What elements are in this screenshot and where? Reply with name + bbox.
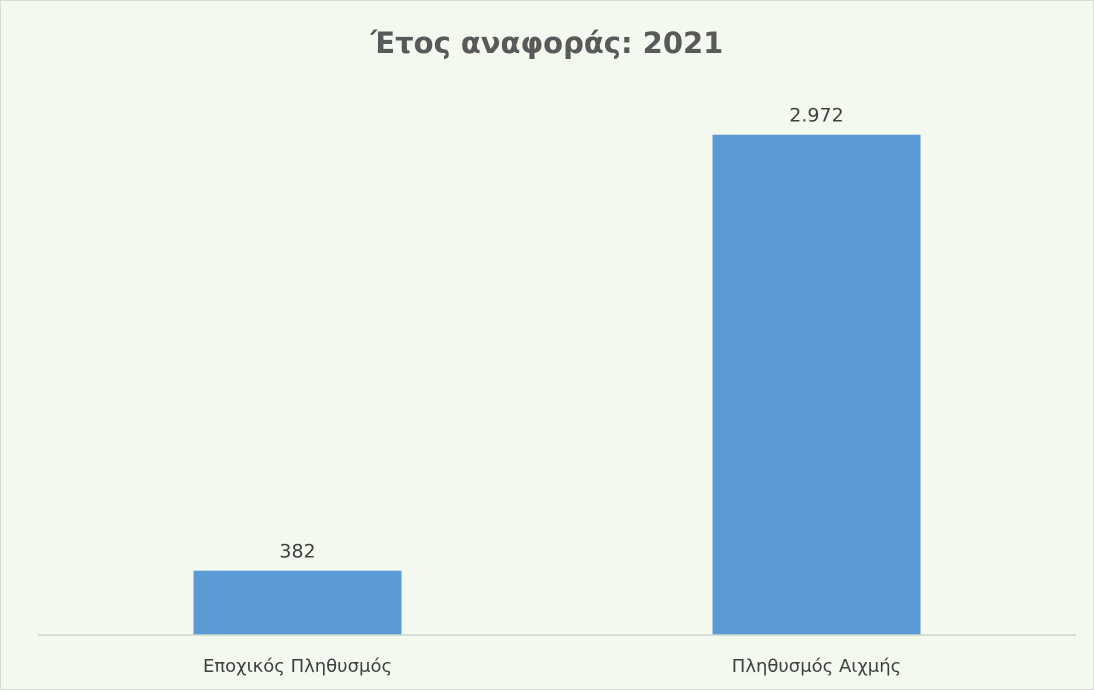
bar-2 xyxy=(712,134,921,636)
data-label-2: 2.972 xyxy=(789,105,843,127)
category-label-1: Εποχικός Πληθυσμός xyxy=(203,656,392,677)
bars-layer xyxy=(193,134,921,636)
bar-1 xyxy=(193,570,402,635)
data-label-1: 382 xyxy=(279,541,315,563)
chart-title: Έτος αναφοράς: 2021 xyxy=(370,26,724,60)
category-label-2: Πληθυσμός Αιχμής xyxy=(732,656,901,677)
labels-layer: 382 Εποχικός Πληθυσμός 2.972 Πληθυσμός Αιχμ… xyxy=(203,105,901,677)
